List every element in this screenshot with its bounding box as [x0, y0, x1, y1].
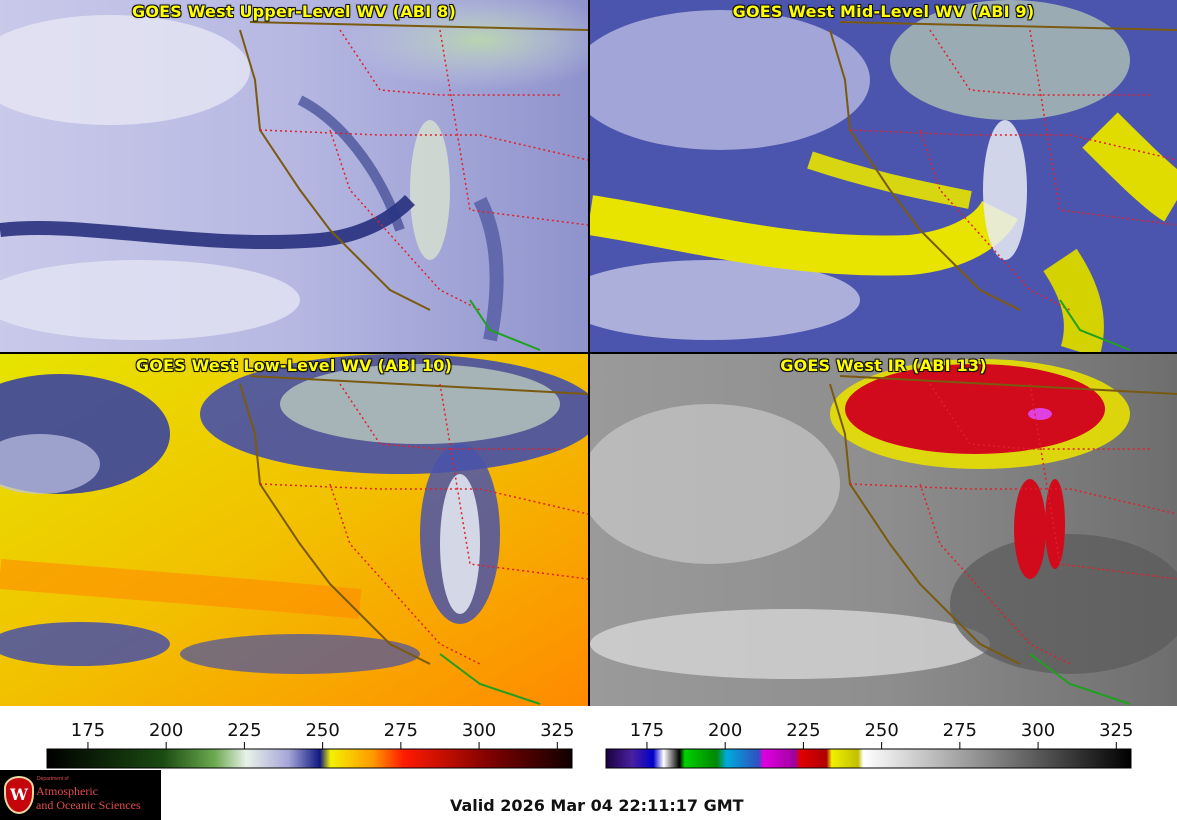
panel-title-ir: GOES West IR (ABI 13): [780, 356, 987, 375]
wv-colorbar-ticks: 175 200 225 250 275 300 325: [71, 720, 574, 749]
wv-colorbar: [46, 748, 573, 769]
logo-line-2: and Oceanic Sciences: [36, 798, 141, 812]
wv-tick-label: 200: [149, 720, 183, 741]
ir-tick-label: 275: [943, 720, 977, 741]
ir-tick-label: 175: [630, 720, 664, 741]
wv-tick-label: 275: [384, 720, 418, 741]
panel-upper-level-wv: GOES West Upper-Level WV (ABI 8): [0, 0, 588, 352]
colorbars: 175 200 225 250 275 300 325 175 200 225 250 275 300…: [46, 720, 1133, 769]
ir-tick-label: 225: [786, 720, 820, 741]
panel-title-mid-level-wv: GOES West Mid-Level WV (ABI 9): [732, 2, 1035, 21]
wv-tick-label: 250: [305, 720, 339, 741]
panel-ir: GOES West IR (ABI 13): [590, 354, 1177, 706]
low-level-wv-image: [0, 354, 588, 706]
logo-line-1: Atmospheric: [36, 784, 98, 798]
valid-time: Valid 2026 Mar 04 22:11:17 GMT: [450, 796, 744, 815]
colorbar-area: 175 200 225 250 275 300 325 175 200 225 250 275 300…: [0, 706, 1177, 776]
aos-logo: W Department of Atmospheric and Oceanic …: [0, 770, 161, 820]
panel-title-low-level-wv: GOES West Low-Level WV (ABI 10): [135, 356, 453, 375]
panel-divider-horizontal: [0, 352, 1177, 354]
uw-seal-icon: W: [4, 776, 34, 814]
logo-dept-line: Department of: [37, 776, 69, 782]
ir-tick-label: 250: [864, 720, 898, 741]
ir-colorbar: [605, 748, 1132, 769]
wv-tick-label: 225: [227, 720, 261, 741]
ir-tick-label: 325: [1099, 720, 1133, 741]
wv-tick-label: 300: [462, 720, 496, 741]
wv-tick-label: 325: [540, 720, 574, 741]
ir-tick-label: 300: [1021, 720, 1055, 741]
wv-tick-label: 175: [71, 720, 105, 741]
ir-tick-label: 200: [708, 720, 742, 741]
mid-level-wv-image: [590, 0, 1177, 352]
panel-mid-level-wv: GOES West Mid-Level WV (ABI 9): [590, 0, 1177, 352]
ir-colorbar-ticks: 175 200 225 250 275 300 325: [630, 720, 1133, 749]
ir-image: [590, 354, 1177, 706]
panel-low-level-wv: GOES West Low-Level WV (ABI 10): [0, 354, 588, 706]
panel-title-upper-level-wv: GOES West Upper-Level WV (ABI 8): [132, 2, 456, 21]
upper-level-wv-image: [0, 0, 588, 352]
